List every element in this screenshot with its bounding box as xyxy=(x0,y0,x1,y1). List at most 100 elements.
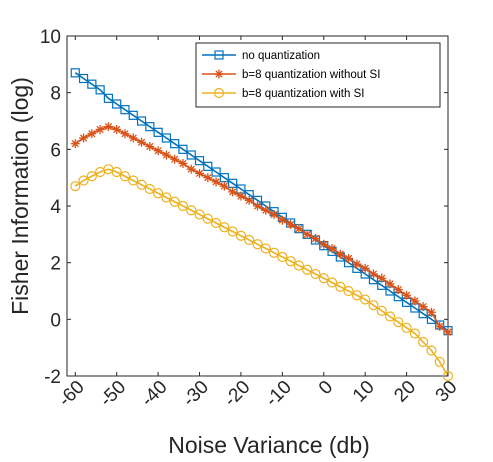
asterisk-marker xyxy=(277,215,287,225)
asterisk-marker xyxy=(186,164,196,174)
circle-marker xyxy=(227,226,238,237)
legend-label: b=8 quantization with SI xyxy=(242,88,364,100)
y-tick-label: 10 xyxy=(40,27,61,48)
legend-item: b=8 quantization without SI xyxy=(202,69,380,81)
legend-label: no quantization xyxy=(242,50,320,62)
circle-marker xyxy=(177,200,189,212)
square-marker xyxy=(103,93,114,103)
asterisk-marker xyxy=(302,229,312,239)
circle-marker xyxy=(128,175,139,186)
circle-marker xyxy=(293,260,305,271)
asterisk-marker xyxy=(286,219,296,229)
circle-marker xyxy=(161,192,172,203)
circle-marker xyxy=(169,196,180,207)
asterisk-marker xyxy=(253,201,262,211)
x-tick-label: 10 xyxy=(349,377,379,407)
asterisk-marker xyxy=(103,122,113,132)
y-tick-label: 0 xyxy=(50,310,61,331)
y-axis: -2 0 2 4 6 8 10 xyxy=(40,27,448,388)
circle-marker xyxy=(368,300,379,311)
asterisk-marker xyxy=(87,129,97,139)
circle-marker xyxy=(285,256,296,267)
square-marker xyxy=(194,156,205,166)
square-marker xyxy=(186,150,196,160)
asterisk-marker xyxy=(120,129,130,139)
circle-marker xyxy=(442,370,454,382)
asterisk-marker xyxy=(153,146,163,156)
circle-marker xyxy=(418,336,429,348)
circle-marker xyxy=(351,290,362,301)
square-marker xyxy=(112,99,122,109)
series-line xyxy=(74,125,449,333)
square-marker xyxy=(120,105,130,115)
asterisk-marker xyxy=(128,133,138,143)
square-marker xyxy=(214,50,224,60)
circle-marker xyxy=(213,87,225,99)
circle-marker xyxy=(194,209,205,220)
legend-item: b=8 quantization with SI xyxy=(202,87,364,100)
asterisk-marker xyxy=(178,159,188,168)
asterisk-marker xyxy=(79,133,89,143)
y-tick-label: -2 xyxy=(44,367,61,388)
series-layer xyxy=(70,68,454,382)
asterisk-marker xyxy=(112,125,122,134)
asterisk-marker xyxy=(70,139,80,149)
circle-marker xyxy=(136,179,147,190)
x-tick-label: -50 xyxy=(96,377,130,411)
circle-marker xyxy=(393,317,404,328)
y-tick-label: 4 xyxy=(50,197,61,218)
square-marker xyxy=(178,144,188,154)
square-marker xyxy=(70,68,80,78)
circle-marker xyxy=(219,222,230,233)
asterisk-marker xyxy=(214,69,224,79)
circle-marker xyxy=(111,166,122,178)
asterisk-marker xyxy=(269,210,279,219)
legend-box xyxy=(195,42,441,108)
asterisk-marker xyxy=(319,239,329,249)
circle-marker xyxy=(202,213,213,224)
circle-marker xyxy=(153,188,164,199)
circle-marker xyxy=(384,311,396,322)
asterisk-marker xyxy=(327,244,337,253)
circle-marker xyxy=(119,171,131,182)
asterisk-marker xyxy=(410,296,420,306)
asterisk-marker xyxy=(261,205,271,215)
square-marker xyxy=(136,116,147,126)
y-tick-label: 6 xyxy=(50,140,61,161)
y-tick-label: 2 xyxy=(50,254,61,275)
legend-label: b=8 quantization without SI xyxy=(242,69,380,81)
asterisk-marker xyxy=(244,195,254,205)
x-tick-label: -10 xyxy=(262,377,296,411)
asterisk-marker xyxy=(211,177,221,187)
circle-marker xyxy=(70,181,81,192)
circle-marker xyxy=(78,175,89,186)
asterisk-marker xyxy=(203,173,213,183)
square-marker xyxy=(95,85,105,95)
square-marker xyxy=(128,110,138,120)
square-marker xyxy=(145,122,155,132)
square-marker xyxy=(170,139,180,149)
x-tick-label: 0 xyxy=(315,377,337,399)
asterisk-marker xyxy=(352,259,362,269)
circle-marker xyxy=(144,183,155,195)
circle-marker xyxy=(244,234,255,246)
asterisk-marker xyxy=(145,142,155,151)
circle-marker xyxy=(376,305,387,316)
asterisk-marker xyxy=(137,137,147,147)
circle-marker xyxy=(235,230,247,241)
asterisk-marker xyxy=(368,269,378,279)
circle-marker xyxy=(335,281,346,292)
asterisk-marker xyxy=(95,125,105,134)
circle-marker xyxy=(326,277,338,288)
circle-marker xyxy=(252,239,263,250)
square-marker xyxy=(87,79,97,89)
asterisk-marker xyxy=(195,168,205,178)
circle-marker xyxy=(310,268,321,280)
asterisk-marker xyxy=(435,321,445,331)
square-marker xyxy=(203,161,213,171)
square-marker xyxy=(78,73,89,84)
x-tick-label: 30 xyxy=(432,377,462,407)
circle-marker xyxy=(434,356,445,367)
asterisk-marker xyxy=(377,273,387,283)
x-tick-label: 20 xyxy=(390,377,420,407)
